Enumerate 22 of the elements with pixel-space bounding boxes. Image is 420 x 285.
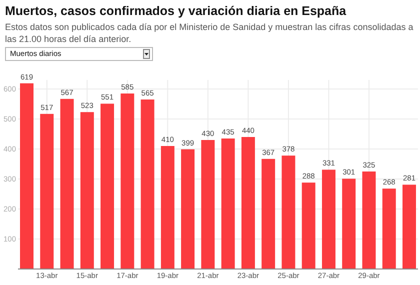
bar (181, 149, 195, 269)
bar (120, 94, 134, 269)
bar (60, 98, 74, 269)
bar (342, 178, 356, 269)
bar (302, 182, 316, 269)
bar (262, 158, 276, 269)
bar (100, 104, 114, 269)
bar (160, 146, 174, 269)
bar (282, 156, 296, 269)
bar (241, 137, 255, 269)
bar (322, 170, 336, 269)
bar (201, 140, 215, 269)
bar (140, 100, 154, 269)
bar (402, 184, 416, 269)
bar (40, 114, 54, 269)
bar (20, 83, 34, 269)
bar (80, 112, 94, 269)
chart-subtitle: Estos datos son publicados cada día por el Ministerio de Sanidad y muestran las cifras consolidadas a las 21.00 horas del día anterior. (5, 21, 414, 45)
chart-title: Muertos, casos confirmados y variación diaria en España (5, 4, 346, 18)
bar (221, 138, 235, 269)
bar (362, 172, 376, 269)
bar (382, 188, 396, 269)
